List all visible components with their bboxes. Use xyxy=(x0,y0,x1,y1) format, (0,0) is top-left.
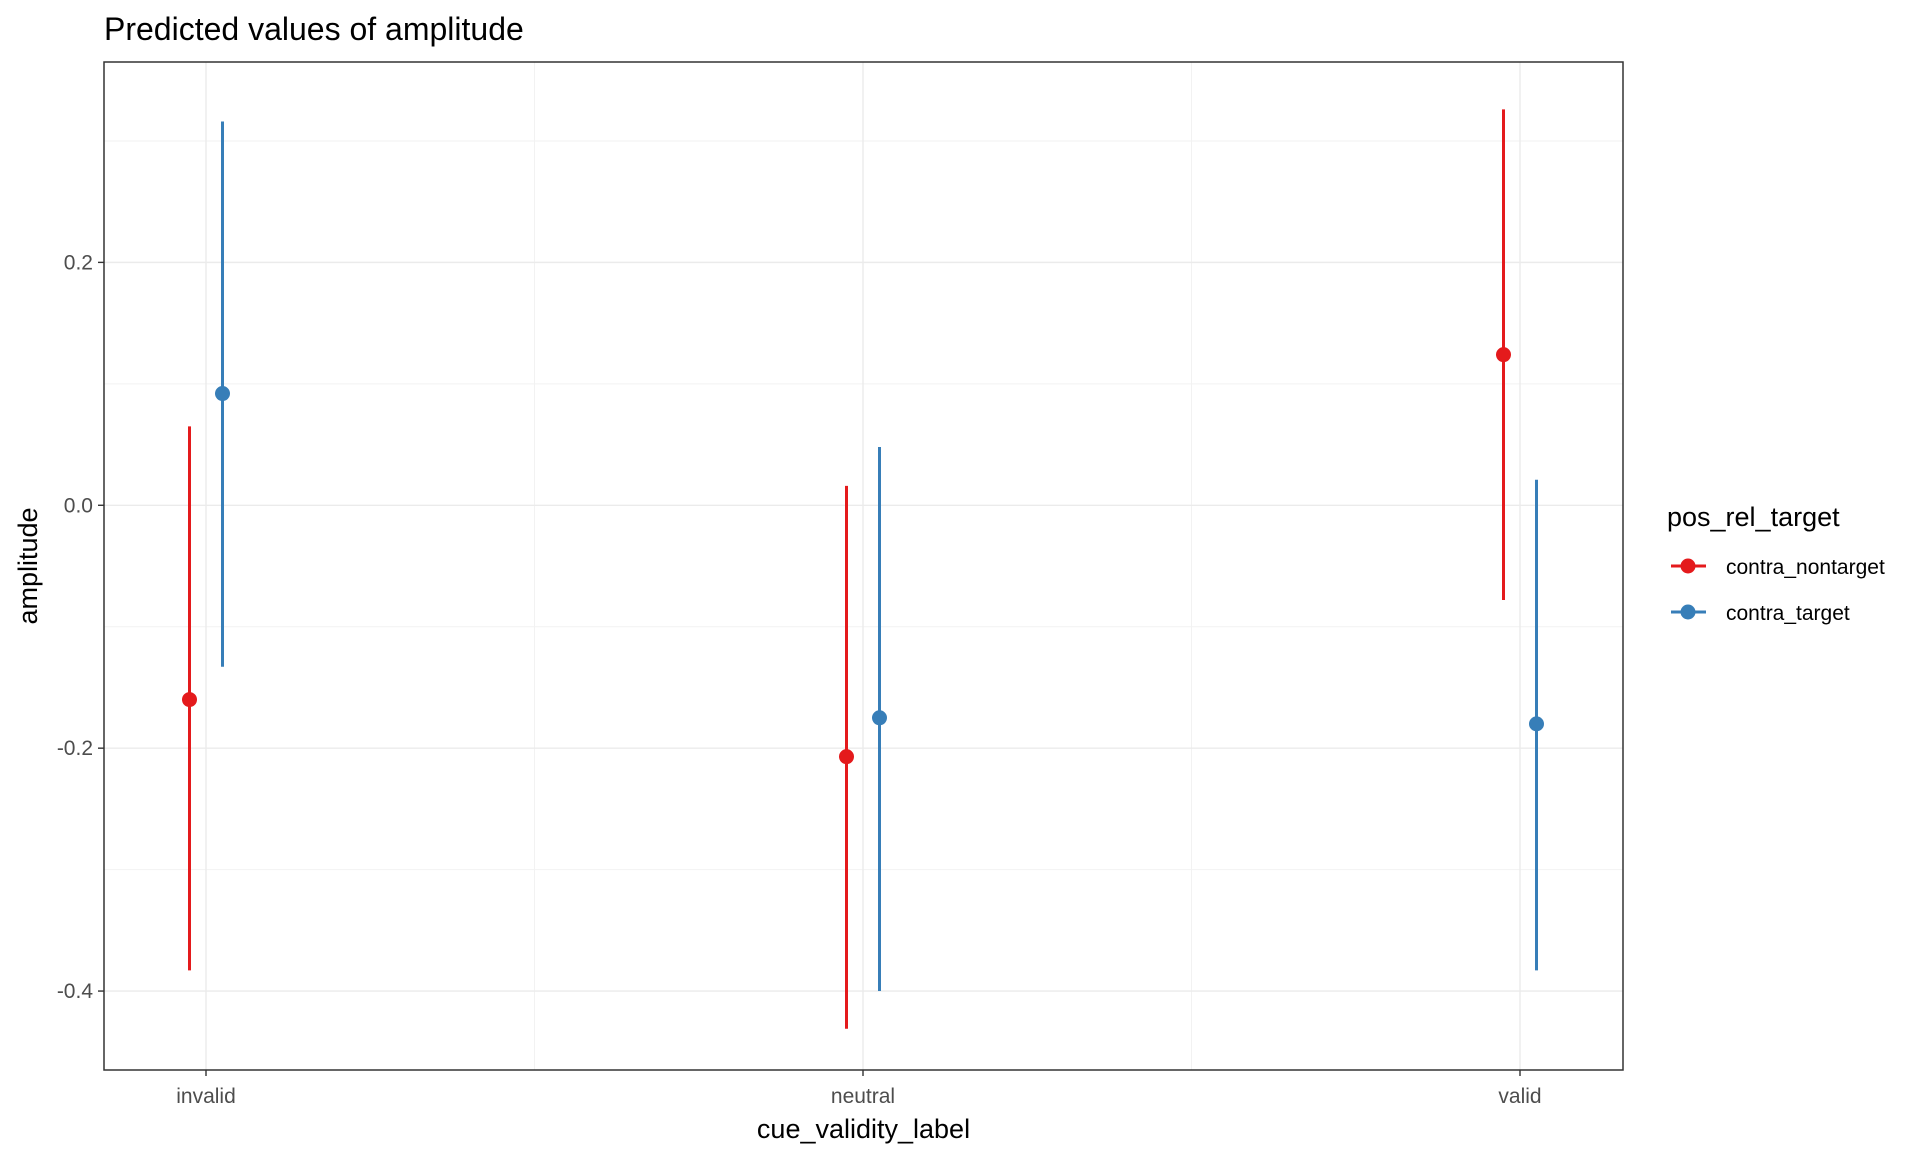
x-tick-label: valid xyxy=(1498,1085,1541,1108)
y-tick-label: 0.0 xyxy=(64,494,93,517)
chart-title: Predicted values of amplitude xyxy=(104,11,524,47)
y-tick-label: 0.2 xyxy=(64,251,93,274)
legend-label: contra_nontarget xyxy=(1726,556,1885,579)
legend-title: pos_rel_target xyxy=(1667,502,1840,532)
data-point xyxy=(182,692,197,708)
data-marks xyxy=(182,109,1544,1029)
x-axis-title: cue_validity_label xyxy=(757,1114,970,1144)
x-tick-label: invalid xyxy=(176,1085,236,1108)
data-point xyxy=(215,386,230,402)
axis-ticks xyxy=(98,261,1521,1076)
data-point xyxy=(1496,347,1511,363)
tick-labels: -0.4 -0.2 0.0 0.2 invalid neutral valid xyxy=(57,251,1542,1108)
data-point xyxy=(839,749,854,765)
y-tick-label: -0.2 xyxy=(57,737,93,760)
legend-key-point xyxy=(1680,604,1696,620)
data-point xyxy=(872,710,887,726)
legend-label: contra_target xyxy=(1726,602,1850,625)
y-axis-title: amplitude xyxy=(13,507,43,624)
legend-key-point xyxy=(1680,558,1696,574)
grid-major xyxy=(104,62,1623,1070)
data-point xyxy=(1529,716,1544,732)
x-tick-label: neutral xyxy=(831,1085,895,1108)
y-tick-label: -0.4 xyxy=(57,980,94,1003)
legend: pos_rel_target contra_nontarget contra_ta… xyxy=(1667,502,1885,625)
